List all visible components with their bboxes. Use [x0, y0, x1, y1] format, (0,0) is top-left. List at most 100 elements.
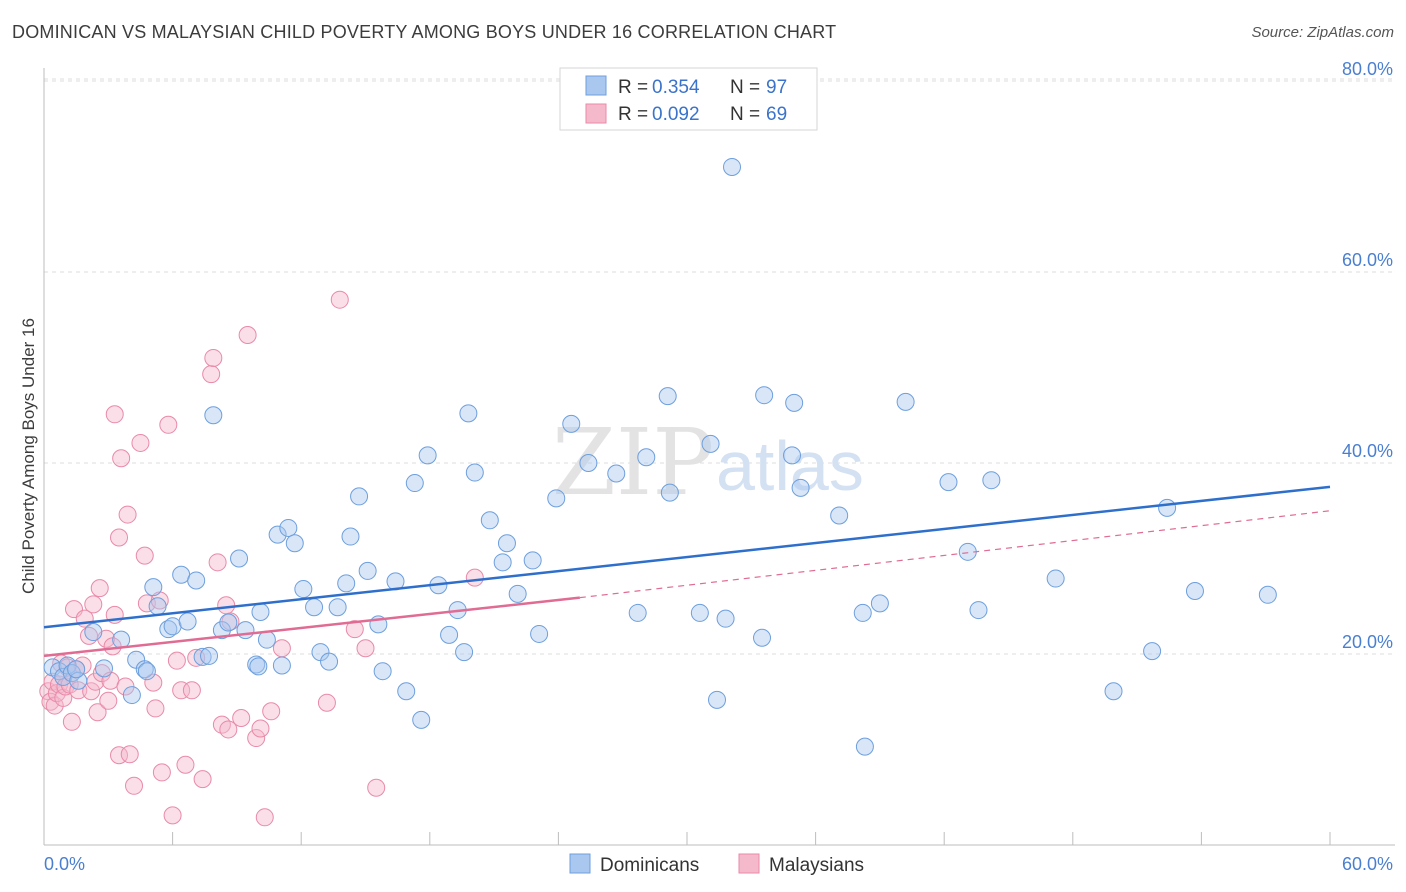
dominican-point — [853, 603, 872, 622]
dominican-point — [459, 404, 478, 423]
malaysian-point — [208, 553, 227, 572]
malaysian-point — [262, 702, 281, 721]
dominican-point — [579, 454, 598, 472]
malaysian-point — [110, 528, 129, 547]
dominican-point — [219, 613, 238, 632]
x-tick-label-max: 60.0% — [1342, 854, 1393, 874]
watermark: ZIP atlas — [552, 409, 864, 516]
dominican-point — [200, 646, 219, 665]
dominican-point — [723, 157, 742, 176]
y-axis-title: Child Poverty Among Boys Under 16 — [19, 318, 38, 594]
dominicans-points — [43, 157, 1277, 756]
dominican-point — [272, 656, 291, 675]
dominican-point — [172, 565, 191, 584]
dominican-point — [480, 511, 499, 530]
dominican-point — [1143, 642, 1162, 661]
malaysian-point — [90, 579, 109, 598]
dominican-point — [178, 612, 197, 631]
dominican-point — [193, 647, 212, 666]
dominican-point — [328, 598, 347, 617]
dominican-point — [337, 574, 356, 593]
legend-n-label-1: N = — [730, 77, 760, 98]
legend: R = 0.354 N = 97 R = 0.092 N = 69 — [559, 67, 818, 131]
dominican-point — [294, 580, 313, 599]
malaysian-point — [176, 755, 195, 774]
dominican-point — [628, 603, 647, 622]
dominican-point — [708, 690, 727, 709]
malaysian-point — [247, 729, 266, 748]
dominican-point — [508, 584, 527, 603]
y-tick-label: 80.0% — [1342, 59, 1393, 79]
y-tick-labels: 20.0% 40.0% 60.0% 80.0% — [1342, 59, 1393, 652]
dominicans-trend-line — [43, 485, 1331, 629]
malaysian-point — [172, 681, 191, 700]
trend-lines — [43, 485, 1331, 658]
dominican-point — [830, 506, 849, 525]
malaysian-point — [193, 770, 212, 789]
legend-n-value-2: 69 — [766, 104, 787, 125]
dominican-point — [753, 628, 772, 647]
malaysians-trend-extension — [579, 510, 1331, 599]
dominican-point — [547, 489, 566, 508]
dominican-point — [896, 392, 915, 411]
dominican-point — [305, 598, 324, 617]
dominican-point — [440, 625, 459, 644]
dominican-point — [373, 662, 392, 681]
dominican-point — [397, 682, 416, 701]
malaysian-point — [330, 290, 349, 309]
malaysian-point — [356, 639, 375, 658]
malaysian-point — [60, 675, 79, 694]
malaysian-point — [167, 651, 186, 670]
dominican-point — [939, 473, 958, 492]
malaysian-point — [163, 806, 182, 825]
dominican-point — [69, 671, 88, 690]
malaysian-point — [69, 681, 88, 700]
legend-r-label-1: R = — [618, 77, 648, 98]
malaysian-point — [82, 682, 101, 701]
dominican-point — [562, 414, 581, 433]
malaysians-trend-line — [43, 596, 580, 658]
dominican-point — [350, 487, 369, 506]
dominican-point — [412, 710, 431, 729]
dominican-point — [785, 393, 804, 412]
y-tick-label: 60.0% — [1342, 250, 1393, 270]
malaysian-point — [238, 326, 257, 345]
y-tick-label: 20.0% — [1342, 632, 1393, 652]
bottom-legend-label-dominicans: Dominicans — [600, 855, 699, 876]
dominican-point — [320, 652, 339, 671]
dominican-point — [405, 474, 424, 493]
malaysian-point — [204, 348, 223, 367]
malaysian-point — [144, 673, 163, 692]
dominican-point — [855, 737, 874, 756]
dominican-point — [285, 534, 304, 553]
dominican-point — [465, 463, 484, 482]
malaysian-point — [202, 365, 221, 384]
dominican-point — [230, 549, 249, 568]
dominican-point — [870, 594, 889, 613]
malaysian-point — [217, 596, 236, 615]
dominican-point — [1158, 498, 1177, 517]
dominican-point — [755, 386, 774, 405]
dominican-point — [358, 561, 377, 580]
malaysian-point — [118, 505, 137, 524]
dominican-point — [658, 387, 677, 406]
dominican-point — [137, 662, 156, 681]
bottom-legend-label-malaysians: Malaysians — [769, 855, 864, 876]
dominican-point — [95, 659, 114, 678]
y-tick-label: 40.0% — [1342, 441, 1393, 461]
legend-n-value-1: 97 — [766, 77, 787, 98]
watermark-atlas: atlas — [716, 427, 864, 505]
chart-title: DOMINICAN VS MALAYSIAN CHILD POVERTY AMO… — [12, 22, 837, 42]
legend-r-value-2: 0.092 — [652, 104, 700, 125]
dominican-point — [607, 464, 626, 483]
dominican-point — [212, 621, 231, 640]
malaysian-point — [317, 693, 336, 712]
dominican-point — [268, 525, 287, 544]
dominican-point — [163, 617, 182, 636]
malaysian-point — [182, 681, 201, 700]
malaysian-point — [159, 415, 178, 434]
legend-r-label-2: R = — [618, 104, 648, 125]
malaysian-point — [135, 546, 154, 565]
malaysian-point — [99, 691, 118, 710]
